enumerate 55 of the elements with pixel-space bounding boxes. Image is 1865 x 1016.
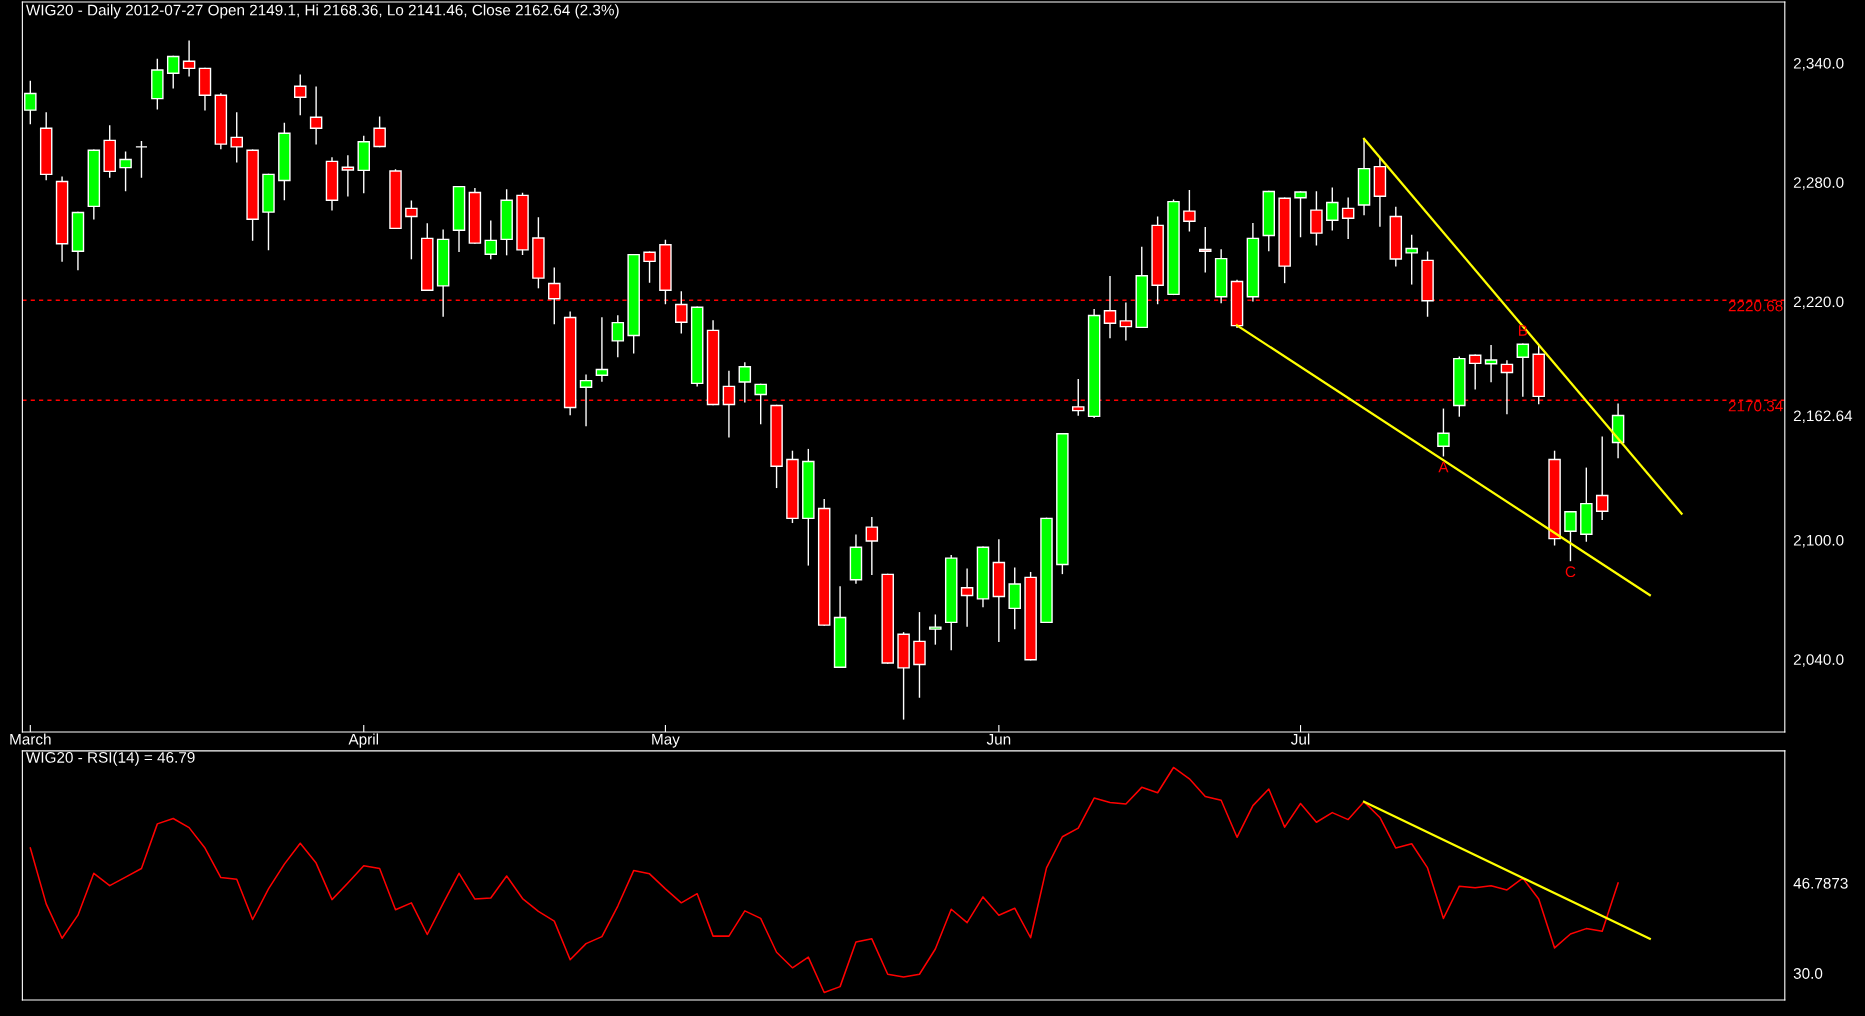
candlestick — [1310, 191, 1323, 246]
y-tick-label: 2,100.0 — [1793, 534, 1844, 548]
x-tick-label: March — [10, 733, 51, 745]
candlestick — [309, 86, 323, 145]
candlestick — [293, 74, 307, 116]
candlestick — [1595, 436, 1609, 521]
y-tick-label: 46.7873 — [1793, 877, 1848, 889]
candlestick — [1484, 344, 1498, 383]
candlestick — [643, 251, 656, 283]
annotation: B — [1518, 325, 1528, 336]
line-series — [29, 766, 1619, 994]
candlestick — [579, 374, 593, 427]
x-tick-label: Jul — [1291, 733, 1310, 745]
candlestick — [373, 116, 386, 148]
candlestick — [960, 568, 974, 627]
candlestick — [230, 112, 243, 163]
candlestick — [1183, 189, 1196, 232]
candlestick — [738, 362, 752, 403]
annotation: C — [1565, 566, 1576, 578]
x-tick-label: May — [652, 733, 680, 748]
candlestick — [135, 141, 148, 178]
candlestick — [865, 516, 879, 576]
candlestick — [1326, 187, 1339, 231]
chart-title: WIG20 - Daily 2012-07-27 Open 2149.1, Hi 2168.36, Lo 2141.46, Close 2162.64 (2.3%) — [25, 4, 619, 19]
y-tick-label: 2,040.0 — [1793, 654, 1844, 667]
candlestick — [1405, 234, 1418, 285]
candlestick — [166, 55, 180, 89]
candlestick — [1199, 227, 1212, 273]
candlestick — [611, 315, 625, 358]
candlestick — [119, 151, 132, 192]
candlestick — [754, 383, 767, 425]
x-tick-label: April — [348, 733, 379, 748]
candlestick — [929, 614, 942, 645]
candlestick — [1468, 354, 1482, 390]
candlestick — [1564, 511, 1577, 562]
y-tick-label: 2,340.0 — [1793, 57, 1844, 71]
candlestick — [1294, 191, 1307, 238]
y-tick-label: 2,280.0 — [1793, 177, 1844, 190]
annotation: A — [1438, 461, 1449, 473]
ref-line-label: 2220.68 — [1728, 300, 1783, 312]
candlestick — [182, 40, 196, 77]
candlestick — [405, 200, 418, 260]
y-tick-label: 2,220.0 — [1793, 296, 1844, 310]
chart-title: WIG20 - RSI(14) = 46.79 — [25, 751, 195, 766]
candlestick — [1516, 343, 1530, 397]
candlestick — [484, 220, 498, 260]
candlestick — [913, 612, 926, 698]
x-tick-label: Jun — [986, 733, 1011, 745]
candlestick — [1341, 197, 1355, 240]
candlestick — [1437, 408, 1450, 457]
y-tick-label: 2,162.64 — [1793, 410, 1853, 424]
candlestick — [341, 155, 355, 197]
candlestick — [595, 317, 609, 382]
ref-line-label: 2170.34 — [1728, 400, 1783, 412]
y-tick-label: 30.0 — [1793, 968, 1823, 979]
